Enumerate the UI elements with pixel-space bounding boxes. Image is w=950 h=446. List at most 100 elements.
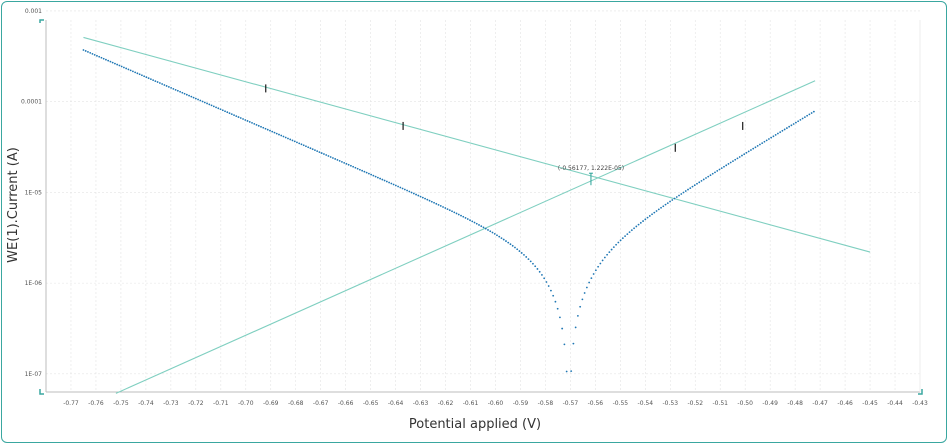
- data-point: [583, 292, 586, 294]
- data-point: [783, 128, 786, 131]
- data-point: [170, 86, 173, 89]
- data-point: [152, 79, 155, 82]
- data-point: [138, 73, 141, 76]
- data-point: [147, 77, 150, 80]
- data-point: [167, 86, 170, 88]
- data-point: [269, 129, 271, 132]
- data-point: [536, 268, 539, 270]
- data-point: [502, 238, 505, 241]
- x-tick-label: -0.60: [488, 400, 504, 407]
- data-point: [806, 114, 809, 117]
- x-tick-label: -0.44: [887, 400, 903, 407]
- data-point: [239, 117, 242, 119]
- annotations: (-0.56177, 1.222E-05): [558, 165, 624, 186]
- data-point: [554, 300, 557, 303]
- data-point: [707, 175, 710, 178]
- data-point: [709, 174, 712, 177]
- x-tick-label: -0.77: [63, 400, 79, 407]
- data-point: [507, 241, 510, 244]
- data-point: [642, 220, 644, 222]
- data-point: [143, 75, 146, 78]
- data-point: [462, 215, 465, 218]
- data-point: [711, 172, 714, 175]
- data-point: [523, 254, 525, 256]
- tick-labels: -0.77 -0.76 -0.75 -0.74 -0.73 -0.72 -0.71 -0.70…: [21, 8, 928, 407]
- data-point: [287, 137, 289, 140]
- data-point: [664, 203, 667, 206]
- data-point: [471, 220, 474, 223]
- data-point: [720, 167, 723, 170]
- data-point: [307, 146, 310, 149]
- x-axis-title: Potential applied (V): [409, 417, 541, 432]
- data-point: [693, 184, 696, 187]
- data-point: [772, 135, 775, 138]
- data-point: [666, 202, 669, 205]
- data-point: [201, 100, 204, 103]
- data-point: [803, 116, 806, 119]
- data-point: [325, 154, 328, 156]
- data-point: [251, 122, 253, 124]
- data-point: [127, 68, 130, 71]
- data-point: [102, 57, 105, 60]
- data-point: [123, 66, 125, 69]
- data-point: [174, 88, 177, 91]
- data-point: [217, 107, 220, 110]
- data-point: [221, 109, 224, 112]
- data-point: [705, 177, 707, 179]
- data-point: [464, 217, 467, 219]
- data-point: [786, 127, 788, 129]
- data-point: [262, 126, 265, 129]
- data-point: [453, 211, 456, 214]
- data-point: [738, 156, 741, 158]
- data-point: [743, 153, 746, 156]
- x-tick-label: -0.56: [588, 400, 604, 407]
- data-point: [617, 241, 620, 244]
- data-point: [565, 370, 568, 373]
- data-point: [550, 289, 552, 292]
- y-tick-label: 1E-07: [25, 371, 43, 378]
- data-point: [491, 231, 494, 234]
- data-point: [597, 265, 600, 268]
- data-point: [489, 230, 492, 233]
- data-point: [154, 80, 157, 82]
- data-point: [500, 237, 503, 240]
- data-point: [651, 213, 653, 216]
- data-point: [702, 178, 705, 181]
- data-point: [356, 167, 359, 170]
- data-point: [246, 120, 249, 122]
- data-point: [475, 222, 478, 225]
- data-point: [777, 132, 779, 135]
- data-point: [466, 218, 469, 220]
- data-point: [248, 121, 251, 123]
- data-point: [318, 151, 321, 154]
- data-point: [655, 210, 658, 212]
- data-point: [687, 188, 689, 191]
- x-tick-label: -0.46: [837, 400, 853, 407]
- data-point: [601, 259, 604, 262]
- data-point: [118, 64, 121, 67]
- data-point: [89, 51, 92, 54]
- data-point: [347, 163, 350, 166]
- x-tick-label: -0.68: [288, 400, 304, 407]
- x-tick-label: -0.58: [538, 400, 554, 407]
- data-point: [579, 305, 582, 308]
- data-point: [338, 159, 341, 162]
- data-point: [282, 135, 285, 138]
- data-point: [442, 206, 444, 208]
- data-point: [412, 192, 415, 195]
- data-point: [570, 370, 573, 373]
- data-point: [581, 298, 584, 301]
- data-point: [718, 168, 721, 171]
- x-tick-label: -0.69: [263, 400, 279, 407]
- data-point: [399, 186, 402, 189]
- data-point: [345, 162, 348, 165]
- data-point: [426, 198, 429, 201]
- data-point: [134, 71, 137, 74]
- data-point: [332, 157, 334, 159]
- data-point: [105, 58, 107, 61]
- data-point: [559, 316, 561, 319]
- data-point: [417, 194, 420, 197]
- data-point: [381, 178, 384, 181]
- data-point: [100, 56, 103, 59]
- data-point: [172, 87, 175, 90]
